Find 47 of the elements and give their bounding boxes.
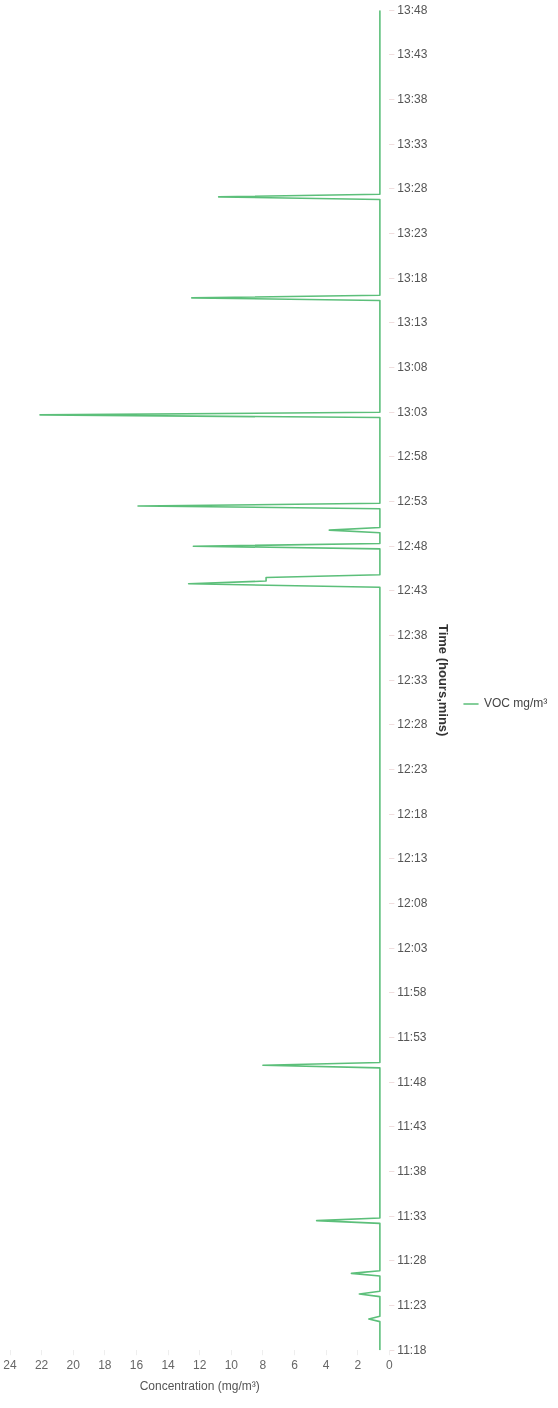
x-tick-label: 6 xyxy=(291,1357,299,1372)
y-tick-label: 13:13 xyxy=(397,315,428,330)
y-tick-label: 12:08 xyxy=(397,895,428,910)
x-tick-label: 14 xyxy=(161,1357,176,1372)
x-tick-label: 24 xyxy=(3,1357,17,1372)
x-tick-label: 4 xyxy=(322,1357,330,1372)
x-tick-label: 20 xyxy=(66,1357,81,1372)
x-tick-label: 0 xyxy=(386,1357,394,1372)
y-tick-label: 13:48 xyxy=(397,2,428,17)
y-tick-label: 12:28 xyxy=(397,717,428,732)
y-tick-label: 12:13 xyxy=(397,851,428,866)
y-tick-label: 12:43 xyxy=(397,583,428,598)
y-tick-label: 11:33 xyxy=(397,1208,427,1223)
x-tick-label: 16 xyxy=(129,1357,144,1372)
y-axis-title: Time (hours,mins) xyxy=(435,623,451,737)
y-tick-label: 11:43 xyxy=(397,1119,427,1134)
y-tick-label: 13:43 xyxy=(397,47,428,62)
y-tick-label: 13:38 xyxy=(397,91,428,106)
legend-label: VOC mg/m³ xyxy=(484,696,548,711)
y-tick-label: 12:03 xyxy=(397,940,428,955)
y-tick-label: 13:23 xyxy=(397,225,428,240)
y-tick-label: 12:53 xyxy=(397,493,428,508)
y-tick-label: 13:28 xyxy=(397,181,428,196)
y-tick-label: 13:03 xyxy=(397,404,428,419)
y-tick-label: 13:18 xyxy=(397,270,428,285)
x-tick-label: 8 xyxy=(259,1357,267,1372)
y-tick-label: 12:23 xyxy=(397,761,428,776)
y-tick-label: 11:28 xyxy=(397,1253,427,1268)
y-tick-label: 12:33 xyxy=(397,672,428,687)
y-tick-label: 12:48 xyxy=(397,538,428,553)
y-tick-label: 11:38 xyxy=(397,1163,427,1178)
y-tick-label: 11:23 xyxy=(397,1297,427,1312)
y-tick-label: 11:53 xyxy=(397,1029,427,1044)
y-tick-label: 11:58 xyxy=(397,985,427,1000)
y-tick-label: 11:18 xyxy=(397,1342,427,1357)
x-tick-label: 18 xyxy=(98,1357,112,1372)
y-tick-label: 11:48 xyxy=(397,1074,427,1089)
x-tick-label: 12 xyxy=(193,1357,207,1372)
y-tick-label: 13:33 xyxy=(397,136,428,151)
x-tick-label: 2 xyxy=(354,1357,362,1372)
x-axis-title: Concentration (mg/m³) xyxy=(139,1379,260,1394)
y-tick-label: 13:08 xyxy=(397,359,428,374)
y-tick-label: 12:38 xyxy=(397,627,428,642)
y-tick-label: 12:58 xyxy=(397,449,428,464)
y-tick-label: 12:18 xyxy=(397,806,428,821)
x-tick-label: 22 xyxy=(34,1357,49,1372)
x-tick-label: 10 xyxy=(224,1357,239,1372)
